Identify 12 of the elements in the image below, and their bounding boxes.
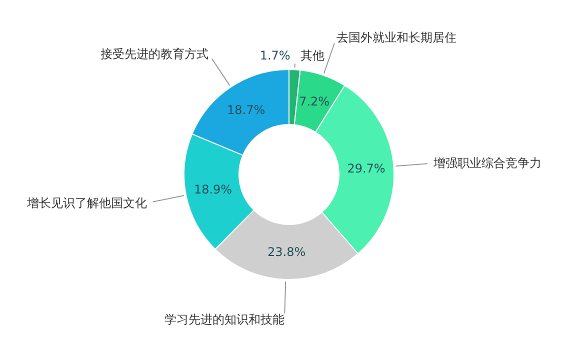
slice-label: 增长见识了解他国文化 <box>26 196 147 210</box>
data-label: 1.7% <box>260 48 290 63</box>
data-label: 18.7% <box>226 102 266 117</box>
slice-label: 接受先进的教育方式 <box>100 46 209 61</box>
slice-label: 去国外就业和长期居住 <box>336 30 456 44</box>
data-label: 18.9% <box>194 182 232 197</box>
slice-label: 增强职业综合竞争力 <box>432 156 542 170</box>
data-label: 23.8% <box>268 244 306 259</box>
slice-label: 其他 <box>300 48 324 63</box>
slice-label: 学习先进的知识和技能 <box>164 312 284 326</box>
data-label: 29.7% <box>347 161 386 176</box>
data-label: 7.2% <box>299 94 330 108</box>
